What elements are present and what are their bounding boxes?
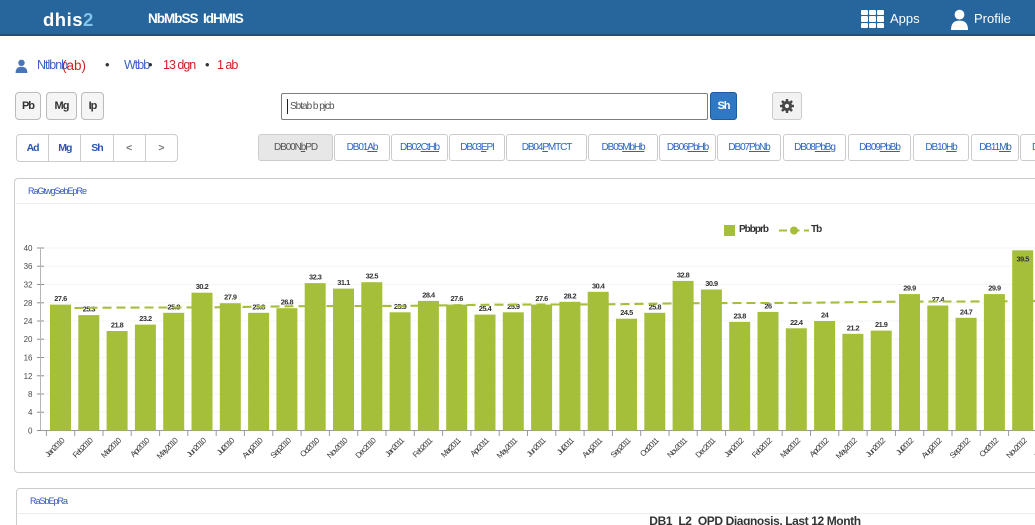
svg-text:32.3: 32.3	[309, 273, 322, 282]
svg-text:23.2: 23.2	[139, 314, 152, 323]
svg-text:Apr2012: Apr2012	[808, 435, 831, 458]
svg-text:27.6: 27.6	[451, 294, 464, 303]
svg-text:Jan2012: Jan2012	[722, 435, 746, 459]
svg-text:Jul2010: Jul2010	[215, 435, 237, 457]
svg-text:21.9: 21.9	[875, 320, 888, 329]
svg-text:27.6: 27.6	[54, 294, 67, 303]
svg-text:32.8: 32.8	[677, 270, 690, 279]
svg-text:Dec2011: Dec2011	[694, 435, 718, 459]
svg-text:24.7: 24.7	[960, 307, 973, 316]
svg-text:Jan2011: Jan2011	[383, 435, 406, 458]
svg-text:May2012: May2012	[834, 435, 859, 460]
svg-text:Mar2012: Mar2012	[778, 435, 802, 459]
svg-text:Nov2010: Nov2010	[325, 435, 350, 460]
svg-text:May2010: May2010	[155, 435, 180, 460]
svg-text:25.8: 25.8	[649, 302, 662, 311]
svg-text:Jun2011: Jun2011	[525, 435, 548, 458]
svg-text:Oct2011: Oct2011	[638, 435, 661, 458]
svg-text:26: 26	[764, 301, 772, 310]
svg-text:16: 16	[24, 354, 33, 363]
svg-text:12: 12	[24, 372, 33, 381]
svg-text:Nov2011: Nov2011	[665, 435, 689, 459]
svg-text:Jun2010: Jun2010	[185, 435, 209, 459]
svg-text:20: 20	[24, 335, 33, 344]
svg-text:27.6: 27.6	[535, 294, 548, 303]
svg-text:Feb2012: Feb2012	[750, 435, 774, 459]
svg-text:29.9: 29.9	[903, 284, 916, 293]
svg-text:40: 40	[24, 244, 33, 253]
svg-text:Aug2010: Aug2010	[240, 435, 265, 460]
svg-text:28: 28	[24, 299, 33, 308]
svg-text:Sep2010: Sep2010	[269, 435, 294, 460]
svg-text:25.4: 25.4	[479, 304, 493, 313]
svg-text:22.4: 22.4	[790, 318, 804, 327]
svg-text:Jul2012: Jul2012	[894, 435, 916, 457]
svg-text:Sep2012: Sep2012	[948, 435, 973, 460]
svg-text:24: 24	[24, 317, 33, 326]
svg-text:30.9: 30.9	[705, 279, 718, 288]
svg-text:Oct2012: Oct2012	[978, 435, 1001, 458]
svg-text:36: 36	[24, 262, 33, 271]
svg-text:Oct2010: Oct2010	[298, 435, 321, 458]
svg-text:4: 4	[28, 408, 33, 417]
svg-text:32.5: 32.5	[366, 272, 379, 281]
svg-text:0: 0	[28, 427, 33, 436]
svg-text:32: 32	[24, 281, 33, 290]
svg-text:Apr2010: Apr2010	[129, 435, 152, 458]
svg-text:Sep2011: Sep2011	[609, 435, 633, 459]
svg-text:30.4: 30.4	[592, 281, 606, 290]
svg-text:Dec2010: Dec2010	[354, 435, 379, 460]
svg-text:25.9: 25.9	[507, 302, 520, 311]
svg-text:Apr2011: Apr2011	[469, 435, 492, 458]
svg-text:May2011: May2011	[495, 435, 520, 460]
svg-text:Jan2010: Jan2010	[43, 435, 67, 459]
svg-text:28.2: 28.2	[564, 291, 577, 300]
svg-text:27.9: 27.9	[224, 293, 237, 302]
svg-text:Aug2012: Aug2012	[920, 435, 945, 460]
svg-text:21.2: 21.2	[847, 323, 860, 332]
svg-text:23.8: 23.8	[734, 311, 747, 320]
svg-text:Feb2011: Feb2011	[411, 435, 435, 459]
svg-text:39.5: 39.5	[1017, 254, 1030, 263]
svg-text:24.5: 24.5	[620, 308, 633, 317]
svg-text:26.8: 26.8	[281, 298, 294, 307]
svg-text:Nov2012: Nov2012	[1005, 435, 1030, 460]
svg-text:Mar2010: Mar2010	[99, 435, 123, 459]
svg-text:Jun2012: Jun2012	[864, 435, 888, 459]
svg-text:Mar2011: Mar2011	[439, 435, 463, 459]
svg-text:28.4: 28.4	[422, 290, 436, 299]
svg-text:25.3: 25.3	[83, 305, 96, 314]
svg-text:31.1: 31.1	[337, 278, 350, 287]
svg-text:Jul2011: Jul2011	[555, 435, 576, 456]
svg-text:29.9: 29.9	[988, 284, 1001, 293]
svg-text:27.4: 27.4	[932, 295, 946, 304]
svg-text:Feb2010: Feb2010	[71, 435, 95, 459]
svg-text:8: 8	[28, 390, 33, 399]
svg-text:Aug2011: Aug2011	[580, 435, 604, 459]
svg-text:24: 24	[821, 311, 830, 320]
svg-text:30.2: 30.2	[196, 282, 209, 291]
svg-text:21.8: 21.8	[111, 321, 124, 330]
